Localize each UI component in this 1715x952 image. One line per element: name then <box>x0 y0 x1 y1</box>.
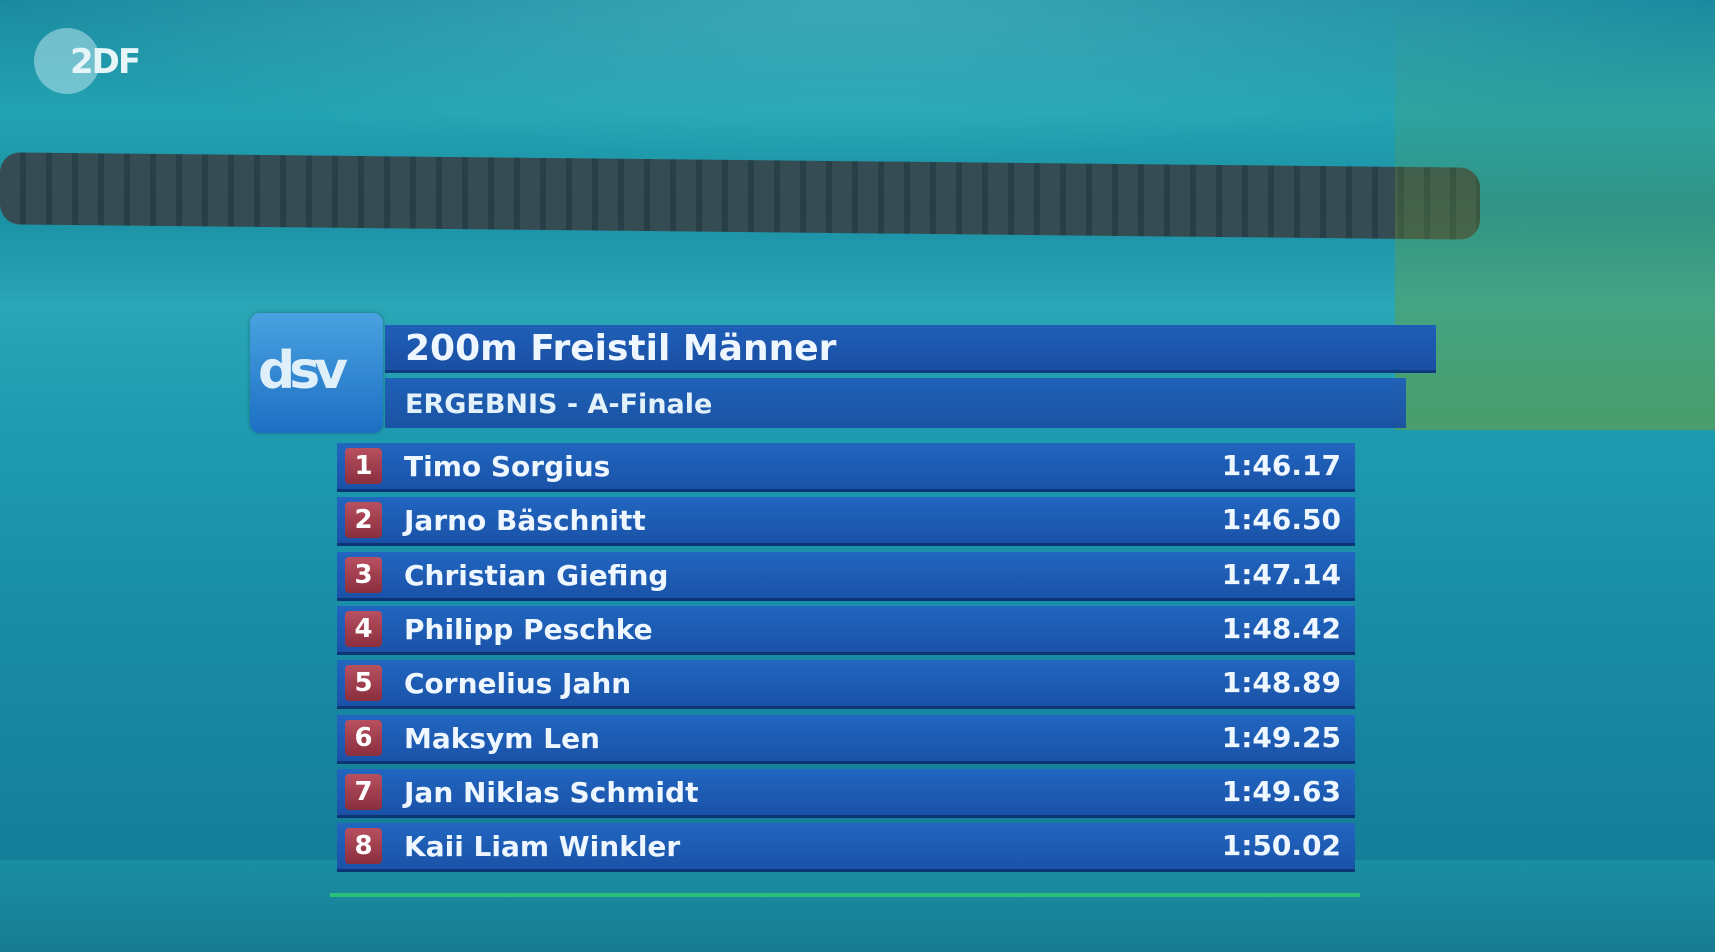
rank-badge: 4 <box>345 610 382 647</box>
finish-time: 1:48.42 <box>1221 611 1341 645</box>
dsv-logo: dsv <box>250 313 383 433</box>
rank-badge: 1 <box>345 448 382 484</box>
result-row: 2 Jarno Bäschnitt 1:46.50 <box>337 497 1355 547</box>
finish-time: 1:50.02 <box>1221 829 1341 863</box>
swimmer-name: Jarno Bäschnitt <box>404 504 646 538</box>
event-title: 200m Freistil Männer <box>385 325 1436 373</box>
finish-time: 1:47.14 <box>1221 557 1341 591</box>
result-row: 5 Cornelius Jahn 1:48.89 <box>337 660 1355 710</box>
rank-badge: 2 <box>345 502 382 539</box>
result-row: 7 Jan Niklas Schmidt 1:49.63 <box>337 768 1355 818</box>
rank-badge: 7 <box>345 773 382 810</box>
finish-time: 1:49.25 <box>1221 720 1341 754</box>
result-row: 8 Kaii Liam Winkler 1:50.02 <box>337 823 1355 873</box>
rank-badge: 5 <box>345 665 382 702</box>
swimmer-name: Cornelius Jahn <box>404 667 632 701</box>
zdf-logo-text: 2DF <box>70 42 141 82</box>
dsv-logo-text: dsv <box>258 341 348 401</box>
zdf-logo: 2DF <box>34 28 141 94</box>
rank-badge: 3 <box>345 556 382 593</box>
finish-time: 1:46.50 <box>1221 503 1341 537</box>
swimmer-name: Christian Giefing <box>404 558 669 592</box>
rank-badge: 6 <box>345 719 382 756</box>
pool-wall <box>1395 0 1715 430</box>
swimmer-name: Philipp Peschke <box>404 612 653 646</box>
lane-rope <box>0 152 1480 240</box>
swimmer-name: Kaii Liam Winkler <box>404 830 681 864</box>
result-row: 4 Philipp Peschke 1:48.42 <box>337 605 1355 655</box>
result-row: 6 Maksym Len 1:49.25 <box>337 714 1355 764</box>
pool-floor <box>0 860 1715 952</box>
finish-time: 1:49.63 <box>1221 774 1341 808</box>
finish-time: 1:48.89 <box>1221 666 1341 700</box>
swimmer-name: Timo Sorgius <box>404 450 611 483</box>
swimmer-name: Jan Niklas Schmidt <box>404 775 699 809</box>
result-row: 3 Christian Giefing 1:47.14 <box>337 551 1355 601</box>
rank-badge: 8 <box>345 828 382 865</box>
event-subtitle: ERGEBNIS - A-Finale <box>385 378 1406 428</box>
swimmer-name: Maksym Len <box>404 721 600 755</box>
bottom-glow-line <box>330 893 1360 897</box>
result-row: 1 Timo Sorgius 1:46.17 <box>337 443 1355 492</box>
finish-time: 1:46.17 <box>1221 449 1341 482</box>
